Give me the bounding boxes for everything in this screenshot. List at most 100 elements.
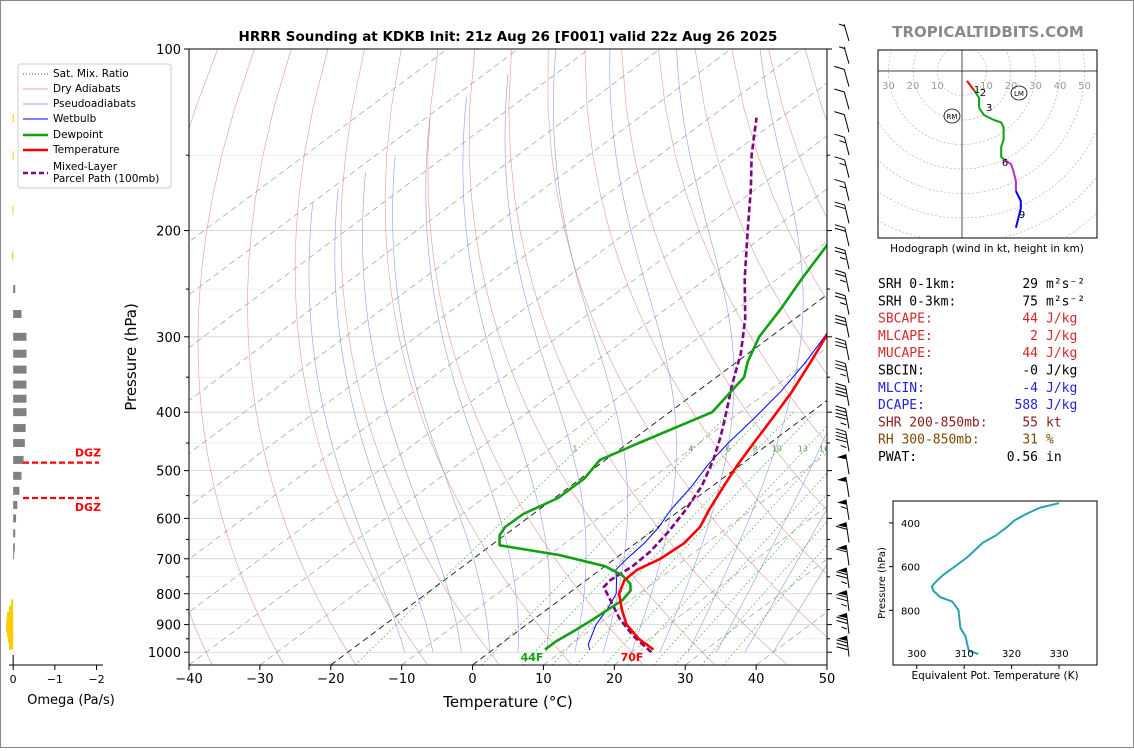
omega-bar bbox=[6, 623, 14, 632]
wind-barb-flag bbox=[837, 522, 847, 528]
pseudoadiabat bbox=[334, 187, 434, 653]
omega-bar bbox=[13, 285, 16, 294]
wind-barb-full bbox=[836, 620, 848, 625]
isotherm bbox=[826, 664, 827, 665]
wind-barb-full bbox=[835, 367, 847, 372]
y-tick-label: 700 bbox=[156, 553, 181, 568]
wind-barb-half bbox=[839, 302, 847, 306]
isotherm bbox=[189, 82, 827, 560]
y-tick-label: 100 bbox=[156, 43, 181, 58]
isotherm bbox=[189, 188, 827, 665]
omega-bar bbox=[13, 439, 25, 448]
dgz-label: DGZ bbox=[75, 447, 101, 460]
legend-entry-mixing-ratio: Sat. Mix. Ratio bbox=[53, 68, 129, 80]
dgz-label: DGZ bbox=[75, 501, 101, 514]
wind-barb-full bbox=[836, 574, 848, 579]
skewt-background-lines: 1 4 6 8 10 13 16 20 24 30 36 bbox=[189, 49, 1133, 665]
wind-barb-flag bbox=[836, 476, 846, 482]
wind-barb bbox=[834, 178, 850, 201]
wind-barb-flag bbox=[837, 613, 847, 619]
omega-panel: 0 −1 −2 DGZ DGZ bbox=[6, 113, 105, 686]
hodograph-height-label: 3 bbox=[986, 103, 992, 114]
wind-barb-full bbox=[835, 321, 847, 326]
index-value: 31 bbox=[1022, 433, 1038, 448]
pseudoadiabat bbox=[362, 172, 462, 653]
wind-barb-flag bbox=[837, 590, 847, 596]
wind-barb bbox=[836, 454, 850, 475]
index-value: -0 bbox=[1022, 364, 1038, 379]
omega-bar bbox=[12, 206, 14, 215]
theta-e-y-tick-label: 800 bbox=[901, 606, 920, 617]
dry-adiabat bbox=[952, 49, 1133, 665]
dry-adiabat bbox=[1099, 49, 1133, 665]
index-label: MLCAPE: bbox=[878, 329, 933, 344]
omega-bar bbox=[9, 605, 14, 614]
series-temperature bbox=[617, 332, 827, 651]
wind-barb-full bbox=[835, 438, 847, 443]
wind-barb-full bbox=[834, 269, 846, 274]
wind-barb-half bbox=[838, 23, 846, 27]
wind-barb-full bbox=[835, 363, 846, 368]
wind-barb-staff bbox=[845, 612, 850, 634]
isotherm bbox=[189, 49, 732, 454]
wind-barb-flag bbox=[837, 635, 847, 641]
series-dewpoint bbox=[498, 243, 827, 651]
wind-barb-staff bbox=[845, 476, 850, 498]
legend-entry-dry-adiabats: Dry Adiabats bbox=[53, 83, 121, 95]
wind-barb bbox=[834, 269, 850, 292]
skewt-profiles bbox=[498, 117, 827, 654]
wind-barb-half bbox=[841, 626, 848, 630]
omega-bar bbox=[13, 424, 26, 433]
omega-bar bbox=[6, 611, 14, 620]
wind-barb bbox=[834, 246, 850, 270]
hodograph-height-label: 9 bbox=[1019, 210, 1025, 221]
dry-adiabat bbox=[731, 49, 827, 301]
wind-barb-staff bbox=[844, 159, 850, 178]
legend-entry-temperature: Temperature bbox=[52, 144, 120, 156]
omega-bar bbox=[12, 151, 14, 160]
wind-barb-full bbox=[834, 178, 845, 183]
wind-barb-full bbox=[835, 408, 847, 413]
dry-adiabat bbox=[658, 49, 827, 445]
theta-e-y-tick-label: 400 bbox=[901, 519, 920, 530]
wind-barb-full bbox=[835, 412, 847, 417]
y-tick-label: 400 bbox=[156, 406, 181, 421]
pseudoadiabat bbox=[659, 49, 735, 653]
wind-barb bbox=[838, 23, 850, 42]
wind-barb-full bbox=[835, 386, 846, 391]
theta-e-x-tick-label: 320 bbox=[1002, 649, 1021, 660]
wind-barb-staff bbox=[845, 408, 850, 429]
wind-barb bbox=[836, 612, 850, 634]
wind-barb bbox=[836, 544, 850, 566]
indices-table: SRH 0-1km: 29 m²s⁻² SRH 0-3km: 75 m²s⁻² SBCAPE… bbox=[878, 277, 1085, 465]
wind-barb-full bbox=[834, 273, 846, 277]
wind-barb-staff bbox=[844, 250, 850, 270]
hodograph-height-label: 6 bbox=[1002, 158, 1008, 169]
skewt-plot-frame bbox=[188, 48, 828, 666]
omega-bar bbox=[6, 617, 14, 626]
theta-e-x-tick-label: 330 bbox=[1049, 649, 1068, 660]
wind-barb-full bbox=[836, 639, 848, 644]
wind-barb-staff bbox=[844, 204, 850, 224]
skewt-legend: Sat. Mix. Ratio Dry Adiabats Pseudoadiab… bbox=[17, 63, 172, 189]
wind-barb-staff bbox=[843, 46, 850, 64]
wind-barb-full bbox=[835, 337, 846, 342]
wind-barb bbox=[836, 567, 850, 589]
index-value: 44 bbox=[1022, 346, 1038, 361]
omega-bar bbox=[13, 408, 27, 417]
pseudoadiabat bbox=[687, 49, 804, 653]
theta-e-plot bbox=[930, 502, 1060, 656]
mixing-ratio-label: 20 bbox=[842, 445, 852, 454]
wind-barb-staff bbox=[843, 137, 850, 156]
skewt-axes: −40 −30 −20 −10 0 10 20 30 40 50 100 200 300 400 500 60… bbox=[148, 43, 835, 687]
wind-barb-staff bbox=[844, 272, 850, 292]
isotherm bbox=[330, 294, 827, 665]
wind-barb-staff bbox=[845, 522, 850, 543]
wind-barb-full bbox=[836, 593, 848, 598]
wind-barb-staff bbox=[843, 24, 850, 42]
hodograph-segment bbox=[966, 80, 976, 92]
omega-x-axis-label: Omega (Pa/s) bbox=[27, 693, 115, 708]
hodograph: 30 20 10 10 20 30 40 50 1 23 6 9 RM LM bbox=[878, 50, 1097, 238]
wind-barb-half bbox=[839, 140, 846, 144]
mixing-ratio-label: 8 bbox=[753, 445, 758, 454]
